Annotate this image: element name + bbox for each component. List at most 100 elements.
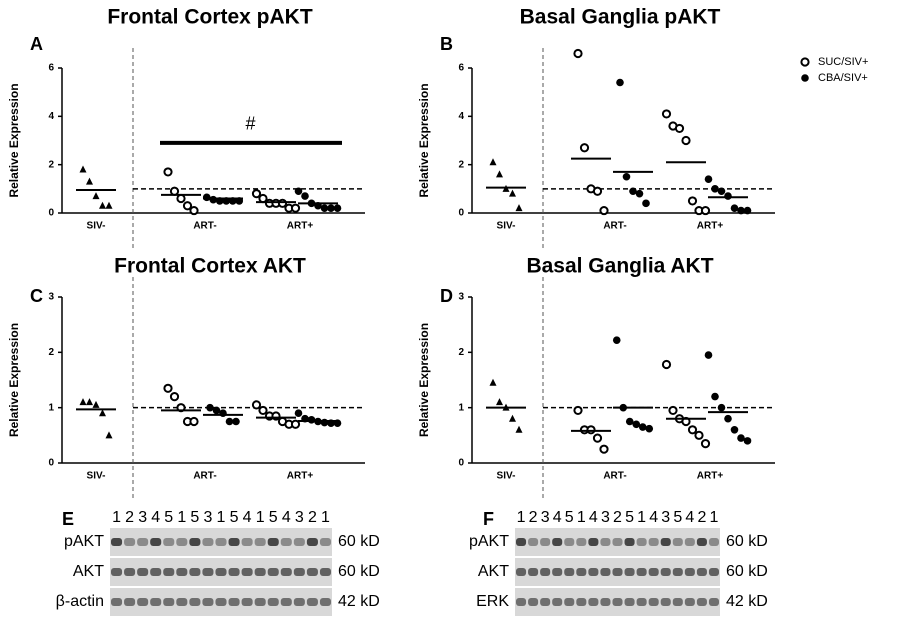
triangle-point bbox=[92, 192, 100, 200]
blot-band bbox=[588, 598, 599, 606]
filled-point bbox=[645, 424, 654, 433]
filled-point bbox=[704, 351, 713, 359]
blot-band bbox=[684, 568, 695, 576]
chart-title: Basal Ganglia AKT bbox=[526, 255, 713, 278]
blot-band bbox=[660, 568, 671, 576]
open-point bbox=[258, 405, 268, 416]
y-axis-label: Relative Expression bbox=[7, 323, 21, 437]
lane-label: 2 bbox=[613, 509, 622, 526]
blot-band bbox=[228, 598, 240, 606]
filled-point bbox=[206, 403, 214, 412]
panel-letter: D bbox=[440, 286, 453, 306]
lane-label: 3 bbox=[295, 509, 304, 526]
blot-band bbox=[254, 538, 266, 546]
y-tick-label: 2 bbox=[48, 159, 54, 170]
blot-band bbox=[163, 598, 175, 606]
blot-band bbox=[111, 568, 123, 576]
blot-band bbox=[648, 568, 659, 576]
triangle-point bbox=[105, 431, 113, 439]
size-label: 60 kD bbox=[338, 533, 380, 550]
blot-band bbox=[241, 538, 253, 546]
open-point bbox=[687, 425, 698, 435]
open-point bbox=[592, 433, 603, 443]
filled-point bbox=[635, 189, 644, 198]
blot-band bbox=[241, 568, 253, 576]
lane-label: 1 bbox=[517, 509, 526, 526]
blot-band bbox=[564, 568, 575, 576]
triangle-point bbox=[509, 189, 516, 197]
chart-title: Basal Ganglia pAKT bbox=[520, 6, 721, 29]
blot-band bbox=[624, 568, 635, 576]
open-point bbox=[176, 193, 186, 204]
lane-label: 5 bbox=[673, 509, 682, 526]
blot-band bbox=[202, 568, 214, 576]
blot-band bbox=[267, 568, 279, 576]
lane-label: 2 bbox=[308, 509, 317, 526]
triangle-point bbox=[79, 398, 87, 406]
lane-label: 1 bbox=[321, 509, 330, 526]
blot-band bbox=[600, 538, 611, 546]
x-tick-label: SIV- bbox=[87, 471, 106, 482]
y-tick-label: 0 bbox=[458, 458, 464, 469]
blot-band bbox=[672, 568, 683, 576]
open-point bbox=[182, 201, 193, 211]
open-point bbox=[163, 167, 173, 177]
open-point bbox=[694, 430, 704, 440]
lane-label: 3 bbox=[541, 509, 550, 526]
triangle-point bbox=[86, 177, 93, 185]
blot-band bbox=[189, 568, 201, 576]
blot-band bbox=[708, 568, 719, 576]
open-point bbox=[687, 196, 698, 206]
lane-label: 3 bbox=[601, 509, 610, 526]
row-label: ERK bbox=[476, 593, 509, 610]
filled-point bbox=[801, 74, 809, 82]
blot-band bbox=[696, 538, 707, 546]
filled-point bbox=[612, 336, 621, 344]
filled-point bbox=[737, 206, 745, 215]
blot-band bbox=[267, 538, 279, 546]
open-point bbox=[661, 109, 672, 119]
blot-band bbox=[636, 538, 647, 546]
lane-label: 2 bbox=[529, 509, 538, 526]
x-tick-label: ART- bbox=[193, 471, 216, 482]
blot-band bbox=[612, 538, 623, 546]
y-tick-label: 1 bbox=[458, 402, 464, 413]
triangle-point bbox=[509, 414, 516, 422]
blot-band bbox=[137, 538, 149, 546]
y-tick-label: 6 bbox=[458, 63, 464, 74]
y-tick-label: 2 bbox=[48, 347, 54, 358]
x-tick-label: ART- bbox=[193, 221, 216, 232]
blot-band bbox=[176, 538, 188, 546]
blot-band bbox=[672, 538, 683, 546]
open-point bbox=[700, 439, 711, 449]
blot-band bbox=[280, 568, 292, 576]
open-point bbox=[169, 186, 180, 196]
filled-point bbox=[638, 423, 647, 431]
open-point bbox=[290, 419, 301, 429]
blot-band bbox=[516, 568, 527, 576]
chart-title: Frontal Cortex AKT bbox=[114, 255, 306, 278]
blot-band bbox=[576, 538, 587, 546]
blot-band bbox=[150, 538, 162, 546]
y-tick-label: 0 bbox=[48, 458, 54, 469]
lane-label: 4 bbox=[685, 509, 694, 526]
triangle-point bbox=[86, 398, 93, 406]
filled-point bbox=[724, 414, 732, 423]
blot-band bbox=[528, 598, 539, 606]
filled-point bbox=[225, 417, 234, 426]
size-label: 60 kD bbox=[726, 563, 768, 580]
open-point bbox=[599, 444, 609, 454]
y-tick-label: 2 bbox=[458, 159, 464, 170]
panel-letter: A bbox=[30, 34, 43, 54]
open-point bbox=[189, 205, 199, 216]
x-tick-label: ART+ bbox=[287, 221, 314, 232]
blot-band bbox=[660, 538, 671, 546]
blot-band bbox=[241, 598, 253, 606]
filled-point bbox=[730, 204, 739, 212]
triangle-point bbox=[92, 400, 100, 408]
blot-band bbox=[202, 598, 214, 606]
open-point bbox=[290, 203, 301, 213]
x-tick-label: SIV- bbox=[497, 221, 516, 232]
lane-label: 2 bbox=[697, 509, 706, 526]
row-label: AKT bbox=[478, 563, 509, 580]
